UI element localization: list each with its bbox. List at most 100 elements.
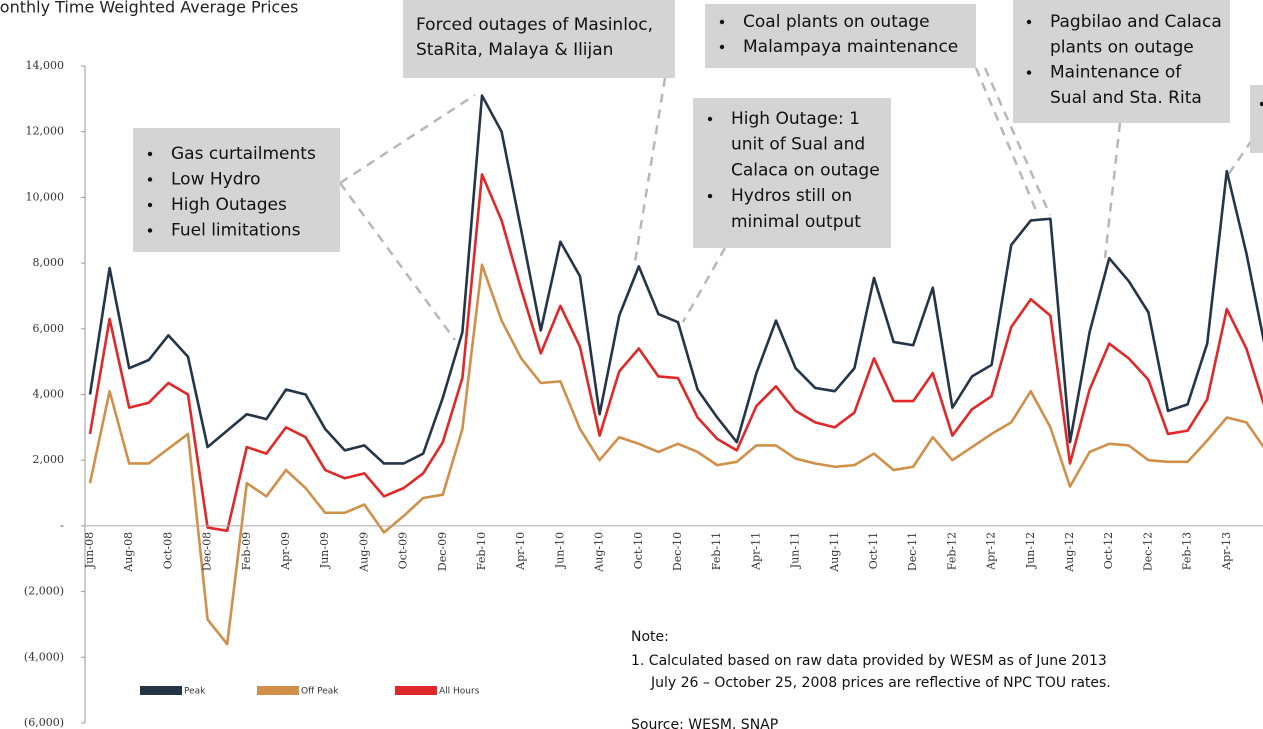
x-tick-label: Apr-12: [985, 532, 998, 571]
x-tick-label: Aug-08: [122, 532, 135, 573]
legend-label: Peak: [184, 687, 206, 697]
bullet: [707, 116, 713, 122]
annotation-text: Calaca on outage: [731, 160, 880, 180]
note-line: July 26 – October 25, 2008 prices are re…: [650, 675, 1111, 691]
annotation-text: Forced outages of Masinloc,: [416, 15, 653, 35]
series-line: [88, 263, 1263, 646]
x-tick-label: Oct-08: [161, 532, 174, 569]
bullet: [147, 151, 153, 157]
annotation-box: [1250, 85, 1263, 153]
connector: [681, 247, 727, 323]
x-tick-label: Oct-11: [867, 532, 880, 569]
x-tick-label: Apr-11: [749, 532, 762, 571]
chart-title: Monthly Time Weighted Average Prices: [0, 0, 298, 17]
y-tick-label: (2,000): [24, 585, 64, 598]
x-tick-label: Apr-13: [1220, 532, 1233, 571]
connector: [974, 67, 1052, 216]
x-tick-label: Aug-12: [1063, 532, 1076, 573]
note-heading: Note:: [631, 629, 669, 645]
annotation-text: unit of Sual and: [731, 135, 865, 155]
x-tick-label: Feb-11: [710, 532, 723, 570]
connector: [633, 77, 667, 263]
legend-swatch: [257, 686, 299, 695]
x-tick-label: Dec-08: [201, 532, 214, 571]
x-tick-label: Oct-12: [1102, 532, 1115, 569]
connectors: [338, 67, 1254, 341]
bullet: [719, 19, 725, 25]
series-line: [88, 173, 1263, 533]
y-tick-label: (6,000): [24, 716, 64, 729]
x-tick-label: Apr-10: [514, 532, 527, 571]
bullet: [147, 202, 153, 208]
series-line: [88, 94, 1263, 465]
y-tick-label: 4,000: [33, 388, 65, 401]
annotation-text: plants on outage: [1050, 37, 1194, 57]
annotation-text: Malampaya maintenance: [743, 37, 958, 57]
annotation-text: Sual and Sta. Rita: [1050, 88, 1202, 108]
annotation-box: [403, 0, 675, 78]
y-tick-label: 2,000: [33, 453, 65, 466]
annotation-text: StaRita, Malaya & Ilijan: [416, 40, 613, 60]
x-tick-label: Aug-11: [828, 532, 841, 573]
x-tick-label: Jun-10: [553, 532, 566, 569]
x-tick-label: Jun-09: [318, 532, 331, 569]
x-tick-label: Feb-10: [475, 532, 488, 570]
x-tick-label: Dec-11: [906, 532, 919, 571]
annotation-box: [1013, 0, 1230, 123]
bullet: [147, 228, 153, 233]
x-tick-label: Oct-10: [632, 532, 645, 569]
x-tick-label: Jun-11: [789, 532, 802, 569]
x-tick-label: Jun-08: [83, 532, 96, 569]
annotations: Gas curtailments Low Hydro High Outages Fue…: [133, 0, 1263, 252]
x-tick-label: Dec-12: [1141, 532, 1154, 571]
annotation-text: Maintenance of: [1050, 63, 1182, 83]
bullet: [1259, 101, 1263, 107]
plot: [88, 94, 1263, 646]
bullet: [1026, 70, 1032, 75]
annotation-text: High Outages: [171, 195, 287, 215]
legend-swatch: [140, 686, 182, 695]
x-tick-label: Jun-12: [1024, 532, 1037, 569]
annotation-box: [133, 128, 340, 252]
annotation-text: Low Hydro: [171, 170, 261, 190]
connector: [1103, 122, 1122, 259]
note-line: 1. Calculated based on raw data provided…: [631, 653, 1107, 669]
x-tick-label: Aug-10: [593, 532, 606, 573]
x-tick-label: Apr-09: [279, 532, 292, 571]
legend-swatch: [395, 686, 437, 695]
legend-label: All Hours: [439, 687, 480, 697]
x-tick-label: Aug-09: [357, 532, 370, 573]
legend-label: Off Peak: [301, 687, 339, 697]
connector: [1226, 139, 1254, 176]
y-tick-label: -: [60, 519, 64, 532]
annotation-box: [693, 98, 891, 248]
x-tick-label: Feb-12: [945, 532, 958, 570]
bullet: [1026, 19, 1032, 25]
x-tick-label: Dec-09: [436, 532, 449, 571]
bullet: [707, 193, 713, 199]
connector: [338, 93, 476, 341]
y-tick-label: 10,000: [26, 190, 65, 203]
bullet: [719, 44, 725, 50]
annotation-text: Gas curtailments: [171, 144, 316, 164]
y-tick-label: 14,000: [26, 59, 65, 72]
x-tick-label: Dec-10: [671, 532, 684, 571]
y-tick-label: 6,000: [33, 322, 65, 335]
annotation-text: Pagbilao and Calaca: [1050, 12, 1222, 32]
x-tick-label: Feb-09: [240, 532, 253, 570]
annotation-text: Fuel limitations: [171, 221, 301, 241]
annotation-text: minimal output: [731, 212, 861, 232]
annotation-text: High Outage: 1: [731, 109, 860, 129]
annotation-box: [705, 4, 976, 68]
annotation-text: Coal plants on outage: [743, 12, 930, 32]
bullet: [147, 177, 153, 182]
y-tick-label: 8,000: [33, 256, 65, 269]
x-tick-label: Feb-13: [1181, 532, 1194, 570]
source: Source: WESM, SNAP: [631, 717, 778, 729]
y-tick-label: 12,000: [26, 125, 65, 138]
annotation-text: Hydros still on: [731, 186, 852, 206]
y-tick-label: (4,000): [24, 650, 64, 663]
x-tick-label: Oct-09: [397, 532, 410, 569]
